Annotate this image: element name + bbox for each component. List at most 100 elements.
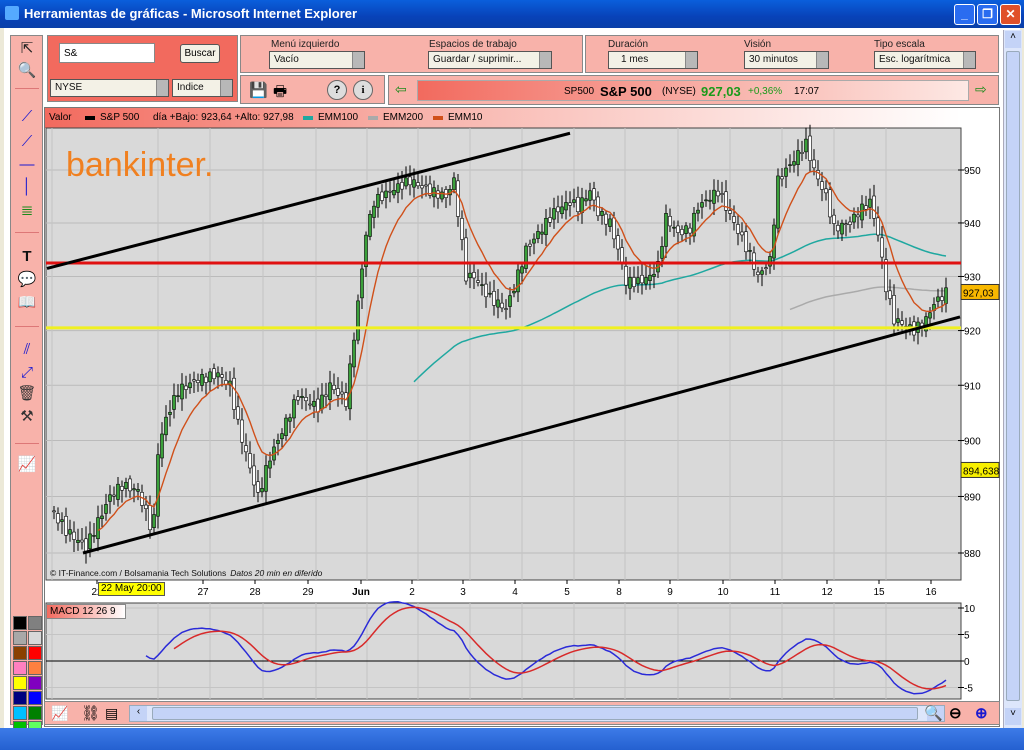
x-tick-label: 9 [667,587,673,598]
save-icon[interactable]: 💾 [249,82,268,99]
book-tool-icon[interactable]: 📖 [17,294,37,311]
parallel-line-tool-icon[interactable]: ⫽ [23,341,31,358]
chart-type-icon[interactable]: 📈 [17,456,37,473]
candle-body [704,199,708,202]
extended-line-tool-icon[interactable]: ⟋ [21,133,33,150]
candle-body [388,190,392,193]
color-swatch[interactable] [13,691,27,705]
vision-select[interactable]: 30 minutos [744,51,829,69]
zoom-tool-icon[interactable]: 🔍 [17,62,37,79]
color-swatch[interactable] [13,631,27,645]
candle-body [484,283,488,298]
color-swatch[interactable] [28,646,42,660]
print-icon[interactable]: 🖶 [273,83,288,100]
add-chart-icon[interactable]: 📈 [51,705,69,721]
menu-panel-left: Menú izquierdo Vacío Espacios de trabajo… [240,35,583,73]
zoom-fit-icon[interactable]: 🔍 [924,705,943,722]
candle-body [556,206,560,213]
scale-select[interactable]: Esc. logarítmica [874,51,976,69]
horizontal-line-tool-icon[interactable]: — [19,156,35,173]
candle-body [808,135,812,161]
tools-icon[interactable]: ⚒ [20,408,34,425]
candle-body [796,150,800,165]
candle-body [208,371,212,383]
x-tick-label: 15 [873,587,885,598]
color-swatch[interactable] [13,661,27,675]
vertical-scroll-thumb[interactable] [1006,51,1020,701]
candle-body [804,138,808,153]
menu-panel-right: Duración 1 mes Visión 30 minutos Tipo es… [585,35,999,73]
candle-body [588,190,592,201]
color-swatch[interactable] [13,646,27,660]
candle-body [52,510,56,513]
file-toolbar: 💾 🖶 ? i [240,75,385,104]
type-select[interactable]: Indice [172,79,233,97]
info-icon[interactable]: i [353,80,373,100]
candle-body [788,164,792,166]
candle-body [644,277,648,285]
x-tick-label: 2 [409,587,415,598]
candle-body [212,368,216,380]
scroll-thumb[interactable] [152,707,918,720]
candle-body [240,419,244,443]
x-tick-label: 29 [302,587,314,598]
search-button[interactable]: Buscar [180,44,220,63]
color-swatch[interactable] [28,616,42,630]
horizontal-scrollbar[interactable]: ‹ › [129,705,945,722]
color-swatch[interactable] [13,616,27,630]
candle-body [80,539,84,543]
scroll-down-button[interactable]: ˅ [1005,708,1021,725]
vertical-line-tool-icon[interactable]: │ [22,178,32,195]
duration-select[interactable]: 1 mes [608,51,698,69]
color-swatch[interactable] [13,676,27,690]
report-icon[interactable]: ▤ [105,705,119,721]
candle-body [560,206,564,215]
left-menu-select[interactable]: Vacío [269,51,365,69]
comment-tool-icon[interactable]: 💬 [17,271,37,288]
pointer-tool-icon[interactable]: ⇱ [20,40,34,57]
macd-line [145,601,947,695]
link-icon[interactable]: ⛓ [81,705,101,722]
candle-body [612,217,616,240]
help-icon[interactable]: ? [327,80,347,100]
candle-body [944,287,948,304]
candle-body [720,193,724,195]
back-chart-icon[interactable]: ⇦ [395,81,407,97]
search-input[interactable] [59,43,155,63]
market-select[interactable]: NYSE [50,79,169,97]
candle-body [744,231,748,253]
candle-body [712,189,716,204]
scroll-right-button[interactable]: › [927,706,944,721]
workspaces-select[interactable]: Guardar / suprimir... [428,51,552,69]
trash-icon[interactable]: 🗑 [17,385,37,402]
legend-swatch-price [85,116,95,120]
candle-body [404,177,408,187]
text-tool-icon[interactable]: T [22,248,32,265]
color-swatch[interactable] [13,706,27,720]
move-line-tool-icon[interactable]: ⤢ [20,364,33,381]
forward-chart-icon[interactable]: ⇨ [975,81,987,97]
candle-body [396,183,400,193]
fibonacci-tool-icon[interactable]: ≣ [20,202,34,219]
color-swatch[interactable] [28,676,42,690]
scroll-up-button[interactable]: ˄ [1005,31,1021,48]
color-swatch[interactable] [28,691,42,705]
scroll-left-button[interactable]: ‹ [130,706,147,721]
candle-body [524,245,528,269]
line-tool-icon[interactable]: ⟋ [21,108,33,125]
color-swatch[interactable] [28,706,42,720]
candle-body [548,217,552,223]
maximize-button[interactable]: ❐ [977,4,998,25]
close-button[interactable]: ✕ [1000,4,1021,25]
vertical-scrollbar[interactable]: ˄ ˅ [1003,30,1022,728]
minimize-button[interactable]: _ [954,4,975,25]
candle-body [220,374,224,378]
zoom-out-icon[interactable]: ⊖ [949,705,962,722]
candle-body [528,243,532,247]
candle-body [360,268,364,299]
candle-body [824,188,828,194]
zoom-in-icon[interactable]: ⊕ [975,705,988,722]
color-swatch[interactable] [28,631,42,645]
color-swatch[interactable] [28,661,42,675]
